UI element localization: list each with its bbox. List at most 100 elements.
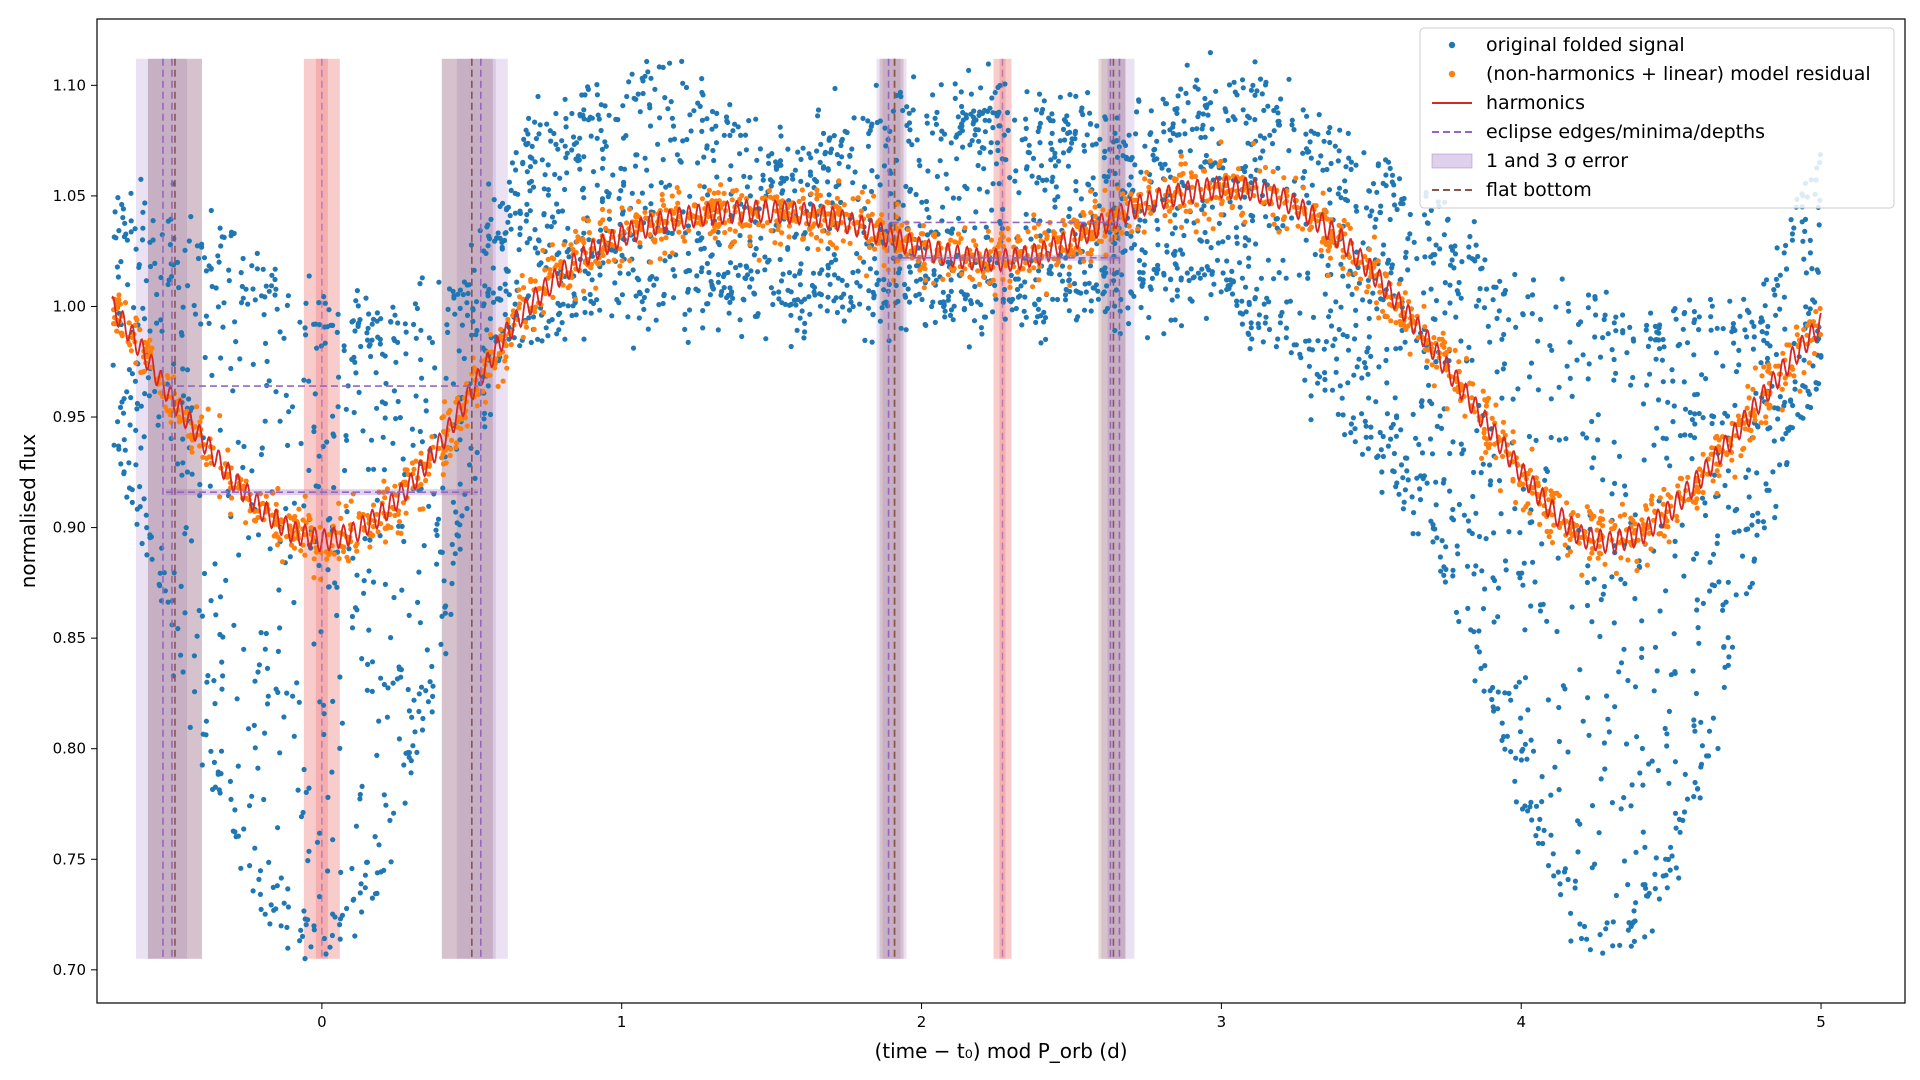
original-signal-point [1437, 246, 1443, 252]
original-signal-point [1233, 225, 1239, 231]
original-signal-point [1034, 314, 1041, 320]
residual-point [627, 257, 633, 264]
original-signal-point [1443, 566, 1449, 573]
original-signal-point [685, 267, 691, 274]
original-signal-point [409, 714, 415, 720]
original-signal-point [1032, 301, 1038, 307]
original-signal-point [1386, 257, 1392, 263]
original-signal-point [301, 503, 307, 509]
original-signal-point [220, 324, 226, 330]
original-signal-point [335, 311, 341, 317]
original-signal-point [1503, 567, 1509, 573]
original-signal-point [1161, 272, 1167, 278]
original-signal-point [747, 193, 754, 199]
original-signal-point [1584, 936, 1590, 942]
original-signal-point [297, 938, 303, 944]
original-signal-point [482, 424, 488, 430]
original-signal-point [337, 916, 344, 922]
original-signal-point [1178, 275, 1184, 281]
original-signal-point [1699, 495, 1706, 501]
original-signal-point [897, 253, 903, 259]
original-signal-point [450, 499, 456, 505]
residual-point [1376, 315, 1382, 321]
original-signal-point [487, 316, 493, 322]
original-signal-point [278, 923, 284, 929]
original-signal-point [930, 299, 936, 305]
original-signal-point [742, 132, 749, 138]
original-signal-point [1216, 220, 1222, 226]
original-signal-point [1328, 160, 1334, 167]
original-signal-point [376, 842, 382, 848]
residual-point [1660, 501, 1666, 507]
original-signal-point [1506, 690, 1512, 697]
original-signal-point [806, 151, 812, 157]
original-signal-point [283, 506, 289, 512]
original-signal-point [1391, 192, 1397, 198]
original-signal-point [1589, 803, 1596, 809]
original-signal-point [436, 279, 442, 285]
original-signal-point [804, 182, 811, 188]
original-signal-point [934, 109, 940, 115]
original-signal-point [1363, 205, 1370, 211]
original-signal-point [699, 76, 705, 82]
residual-point [836, 178, 842, 184]
residual-point [1126, 223, 1132, 229]
original-signal-point [1471, 571, 1477, 577]
original-signal-point [1088, 298, 1094, 304]
original-signal-point [1328, 308, 1334, 314]
original-signal-point [1421, 290, 1427, 296]
original-signal-point [232, 829, 238, 835]
residual-point [1801, 370, 1807, 376]
original-signal-point [968, 91, 975, 97]
original-signal-point [1222, 157, 1228, 163]
residual-point [1218, 139, 1224, 145]
minimum-error-band [315, 58, 328, 959]
original-signal-point [1151, 157, 1157, 163]
original-signal-point [298, 814, 305, 820]
original-signal-point [391, 388, 397, 394]
original-signal-point [682, 311, 688, 317]
original-signal-point [332, 580, 338, 586]
original-signal-point [797, 282, 804, 288]
original-signal-point [1791, 340, 1797, 347]
original-signal-point [486, 181, 492, 187]
original-signal-point [1806, 310, 1812, 317]
original-signal-point [931, 268, 937, 274]
original-signal-point [175, 461, 181, 467]
original-signal-point [907, 127, 913, 133]
original-signal-point [140, 225, 146, 231]
original-signal-point [1539, 541, 1545, 547]
original-signal-point [1760, 519, 1766, 525]
original-signal-point [1380, 433, 1386, 440]
original-signal-point [629, 190, 635, 196]
original-signal-point [299, 933, 306, 940]
original-signal-point [877, 118, 883, 124]
residual-point [657, 256, 663, 262]
original-signal-point [633, 293, 639, 299]
original-signal-point [1326, 314, 1332, 320]
original-signal-point [1633, 849, 1639, 855]
original-signal-point [1772, 292, 1778, 298]
original-signal-point [1455, 551, 1461, 557]
original-signal-point [419, 375, 425, 381]
original-signal-point [743, 263, 749, 269]
original-signal-point [339, 720, 345, 726]
original-signal-point [484, 224, 490, 230]
original-signal-point [1066, 308, 1072, 314]
original-signal-point [1613, 370, 1619, 376]
original-signal-point [228, 796, 234, 803]
residual-point [1178, 153, 1184, 159]
original-signal-point [1727, 298, 1733, 304]
original-signal-point [1384, 411, 1390, 417]
residual-point [440, 461, 447, 467]
original-signal-point [738, 132, 744, 138]
original-signal-point [1473, 510, 1479, 516]
original-signal-point [749, 276, 755, 282]
original-signal-point [1209, 271, 1215, 277]
original-signal-point [1208, 100, 1214, 106]
original-signal-point [1308, 128, 1314, 134]
original-signal-point [1180, 251, 1186, 257]
original-signal-point [1391, 450, 1397, 457]
original-signal-point [1049, 178, 1055, 184]
original-signal-point [204, 679, 210, 685]
